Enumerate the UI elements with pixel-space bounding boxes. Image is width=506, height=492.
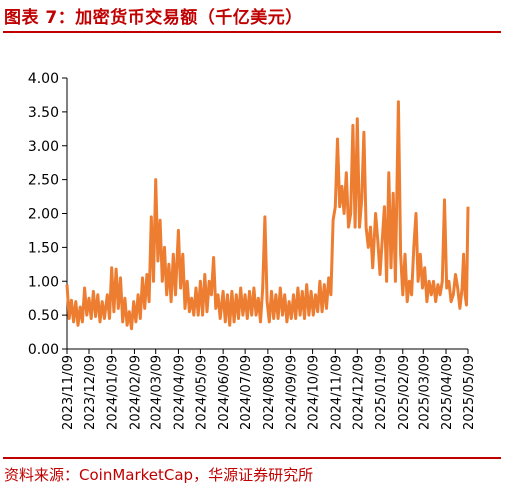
x-tick-label: 2025/01/09 (374, 355, 389, 430)
x-tick-label: 2023/11/09 (61, 355, 76, 430)
y-tick-label: 3.00 (28, 139, 59, 155)
title-divider (3, 31, 501, 33)
x-tick-label: 2025/04/09 (440, 355, 455, 430)
x-tick-label: 2025/03/09 (417, 355, 432, 430)
x-tick-label: 2024/10/09 (307, 355, 322, 430)
y-tick-label: 1.00 (28, 274, 59, 290)
x-tick-label: 2024/03/09 (150, 355, 165, 430)
x-tick-label: 2024/12/09 (351, 355, 366, 430)
x-tick-label: 2023/12/09 (83, 355, 98, 430)
x-tick-label: 2024/11/09 (329, 355, 344, 430)
y-tick-label: 0.00 (28, 342, 59, 358)
y-tick-label: 2.50 (28, 173, 59, 189)
y-tick-label: 2.00 (28, 207, 59, 223)
x-tick-label: 2024/07/09 (239, 355, 254, 430)
x-tick-label: 2024/02/09 (128, 355, 143, 430)
x-tick-label: 2024/04/09 (172, 355, 187, 430)
y-axis: 0.00 0.50 1.00 1.50 2.00 2.50 3.00 3.50 4.00 (28, 71, 68, 358)
y-tick-label: 4.00 (28, 71, 59, 87)
x-axis: 2023/11/09 2023/12/09 2024/01/09 2024/02/09… (61, 348, 477, 430)
x-tick-label: 2024/01/09 (106, 355, 121, 430)
x-tick-label: 2024/05/09 (194, 355, 209, 430)
x-tick-label: 2025/02/09 (397, 355, 412, 430)
chart-title: 图表 7：加密货币交易额（千亿美元） (4, 8, 303, 28)
series-line (65, 100, 470, 331)
x-tick-label: 2024/08/09 (262, 355, 277, 430)
x-tick-label: 2024/06/09 (217, 355, 232, 430)
y-tick-label: 1.50 (28, 240, 59, 256)
x-tick-label: 2025/05/09 (462, 355, 477, 430)
x-tick-label: 2024/09/09 (285, 355, 300, 430)
y-tick-label: 3.50 (28, 105, 59, 121)
y-tick-label: 0.50 (28, 308, 59, 324)
source-divider (3, 457, 501, 459)
line-chart: 0.00 0.50 1.00 1.50 2.00 2.50 3.00 3.50 4.00 202… (28, 71, 477, 430)
source-note: 资料来源：CoinMarketCap，华源证券研究所 (4, 466, 314, 484)
